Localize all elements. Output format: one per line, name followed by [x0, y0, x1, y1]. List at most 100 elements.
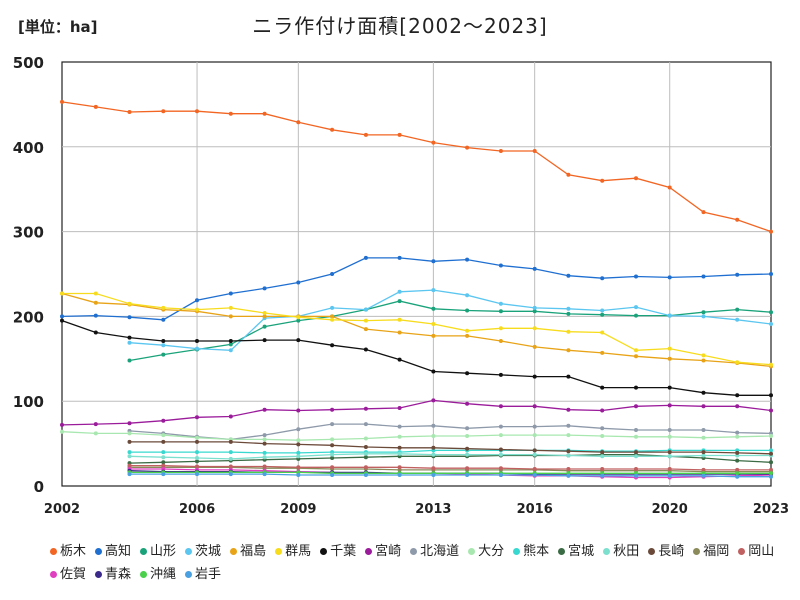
legend-item: 岩手	[185, 563, 221, 586]
data-point-長崎	[397, 445, 402, 450]
data-point-北海道	[532, 424, 537, 429]
data-point-大分	[566, 433, 571, 438]
data-point-茨城	[228, 348, 233, 353]
data-point-宮崎	[262, 407, 267, 412]
data-point-高知	[566, 273, 571, 278]
legend-marker	[185, 548, 193, 555]
legend-marker	[275, 548, 283, 555]
data-point-長崎	[701, 450, 706, 455]
data-point-山形	[701, 310, 706, 315]
data-point-高知	[465, 257, 470, 262]
data-point-岩手	[228, 472, 233, 477]
data-point-高知	[93, 313, 98, 318]
data-point-秋田	[228, 456, 233, 461]
data-point-群馬	[60, 291, 64, 296]
data-point-茨城	[634, 305, 638, 310]
data-point-岩手	[330, 473, 335, 477]
data-point-秋田	[566, 453, 571, 458]
data-point-宮崎	[465, 401, 470, 406]
data-point-栃木	[330, 127, 335, 132]
legend: 栃木 高知 山形 茨城 福島 群馬 千葉 宮崎 北海道 大分 熊本 宮城 秋田 長崎 福岡 岡山佐賀 青森 沖縄 岩…	[50, 540, 790, 586]
data-point-宮城	[161, 460, 166, 465]
data-point-北海道	[431, 423, 436, 428]
data-point-大分	[296, 438, 301, 443]
legend-label: 福島	[240, 544, 267, 559]
data-point-北海道	[600, 426, 605, 431]
data-point-岩手	[532, 473, 537, 477]
data-point-北海道	[397, 424, 402, 429]
data-point-秋田	[667, 454, 672, 459]
data-point-長崎	[566, 449, 571, 454]
data-point-高知	[498, 263, 503, 268]
data-point-群馬	[465, 328, 470, 333]
legend-label: 熊本	[523, 544, 550, 559]
data-point-宮城	[195, 459, 199, 464]
data-point-宮崎	[498, 404, 503, 409]
data-point-栃木	[532, 149, 537, 153]
data-point-宮崎	[667, 403, 672, 408]
data-point-長崎	[465, 446, 470, 451]
legend-label: 岩手	[195, 567, 222, 582]
legend-label: 群馬	[285, 544, 312, 559]
data-point-栃木	[634, 176, 638, 181]
data-point-北海道	[735, 430, 740, 435]
data-point-高知	[195, 298, 199, 303]
data-point-岡山	[296, 465, 301, 470]
data-point-茨城	[735, 317, 740, 322]
data-point-岡山	[431, 466, 436, 471]
legend-marker	[95, 548, 103, 555]
legend-item: 福島	[230, 540, 266, 563]
x-tick-label: 2016	[517, 502, 553, 517]
data-point-長崎	[532, 448, 537, 453]
data-point-群馬	[330, 317, 335, 322]
data-point-秋田	[296, 454, 301, 459]
series-line-茨城	[129, 289, 772, 351]
data-point-岩手	[634, 473, 638, 478]
data-point-大分	[634, 434, 638, 439]
data-point-栃木	[161, 109, 166, 114]
data-point-山形	[735, 307, 740, 312]
data-point-岩手	[566, 473, 571, 478]
data-point-岩手	[262, 472, 267, 477]
legend-marker	[738, 548, 746, 555]
series-line-沖縄	[129, 471, 771, 474]
data-point-岡山	[127, 463, 132, 468]
data-point-宮城	[735, 458, 740, 463]
data-point-高知	[667, 275, 672, 280]
data-point-千葉	[498, 372, 503, 377]
data-point-宮崎	[735, 404, 740, 409]
data-point-福島	[262, 314, 267, 319]
data-point-宮崎	[600, 408, 605, 413]
data-point-岡山	[228, 464, 233, 469]
data-point-福島	[498, 339, 503, 343]
data-point-秋田	[127, 454, 132, 459]
data-point-宮崎	[431, 398, 436, 403]
data-point-茨城	[127, 340, 132, 345]
data-point-栃木	[465, 145, 470, 150]
series-line-栃木	[61, 101, 772, 233]
data-point-群馬	[397, 317, 402, 322]
data-point-茨城	[769, 322, 773, 326]
data-point-群馬	[228, 305, 233, 310]
data-point-千葉	[195, 339, 199, 343]
data-point-岩手	[735, 474, 740, 479]
y-tick-label: 100	[13, 393, 44, 411]
data-point-栃木	[667, 185, 672, 190]
data-point-秋田	[363, 451, 368, 456]
legend-label: 山形	[150, 544, 177, 559]
data-point-高知	[262, 286, 267, 291]
data-point-高知	[296, 280, 301, 285]
data-point-大分	[465, 434, 470, 438]
data-point-熊本	[195, 450, 199, 455]
data-point-岡山	[465, 466, 470, 471]
legend-item: 福岡	[693, 540, 729, 563]
data-point-高知	[769, 272, 773, 276]
data-point-宮崎	[363, 406, 368, 411]
data-point-岩手	[701, 473, 706, 478]
data-point-栃木	[60, 99, 64, 104]
data-point-群馬	[498, 326, 503, 331]
data-point-熊本	[161, 450, 166, 455]
data-point-高知	[431, 259, 436, 264]
data-point-福島	[431, 333, 436, 338]
legend-item: 佐賀	[50, 563, 86, 586]
